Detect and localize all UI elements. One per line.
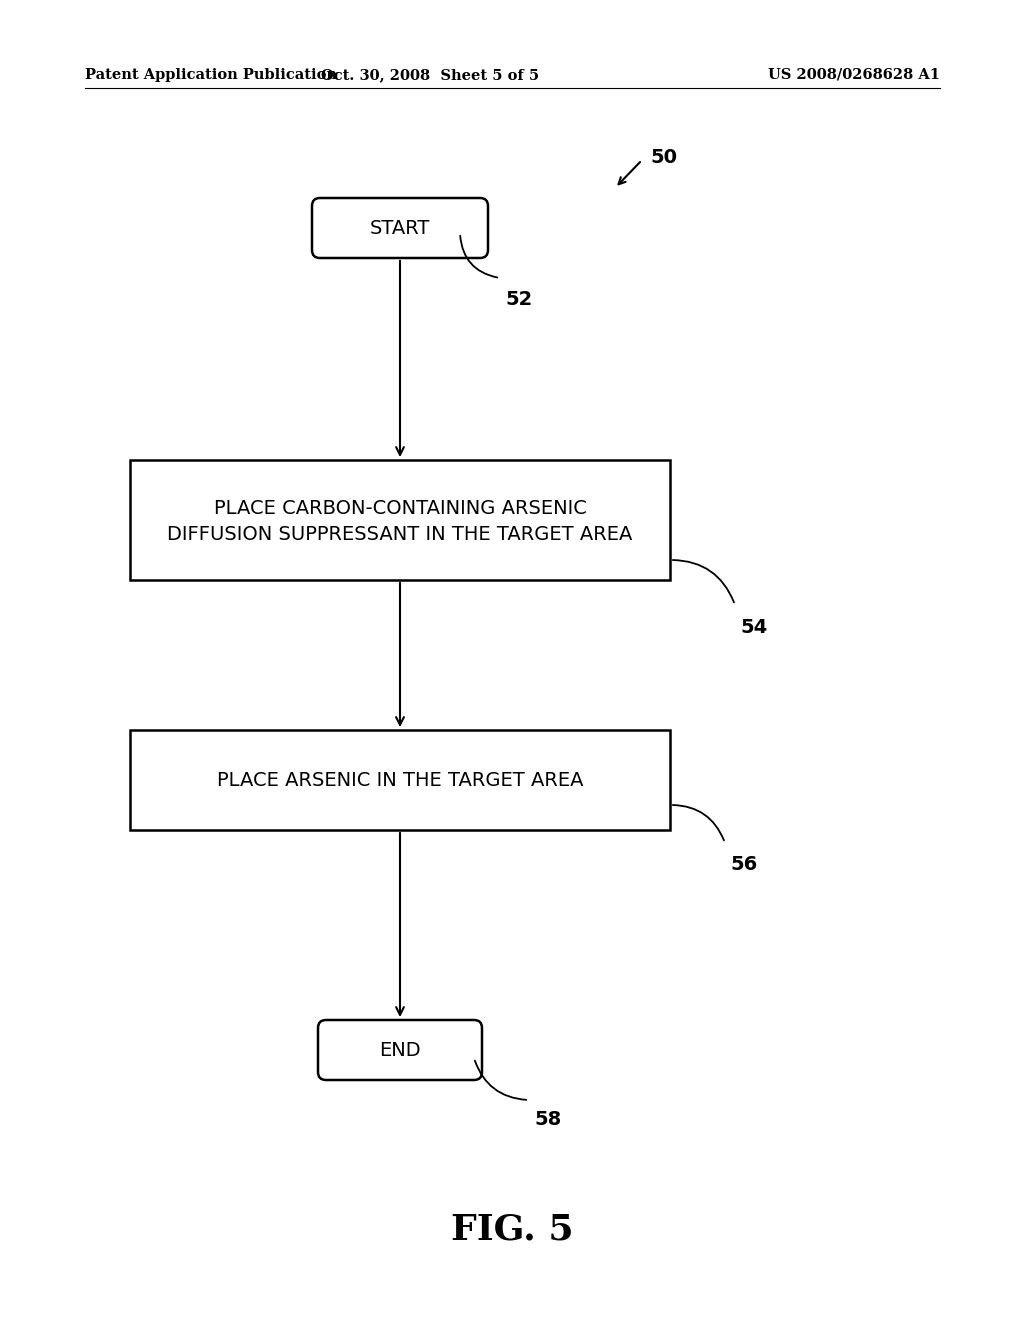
Text: 52: 52 [505,290,532,309]
Text: PLACE ARSENIC IN THE TARGET AREA: PLACE ARSENIC IN THE TARGET AREA [217,771,584,789]
Text: END: END [379,1040,421,1060]
Text: US 2008/0268628 A1: US 2008/0268628 A1 [768,69,940,82]
Text: START: START [370,219,430,238]
Text: 56: 56 [730,855,758,874]
Bar [130,459,670,579]
Text: 54: 54 [740,618,767,638]
Text: 58: 58 [534,1110,561,1129]
Text: DIFFUSION SUPPRESSANT IN THE TARGET AREA: DIFFUSION SUPPRESSANT IN THE TARGET AREA [167,524,633,544]
Bar [130,730,670,830]
Text: FIG. 5: FIG. 5 [451,1213,573,1247]
Text: Oct. 30, 2008  Sheet 5 of 5: Oct. 30, 2008 Sheet 5 of 5 [321,69,539,82]
FancyBboxPatch shape [312,198,488,257]
FancyBboxPatch shape [318,1020,482,1080]
Text: Patent Application Publication: Patent Application Publication [85,69,337,82]
Text: PLACE CARBON-CONTAINING ARSENIC: PLACE CARBON-CONTAINING ARSENIC [214,499,587,517]
Text: 50: 50 [650,148,677,168]
